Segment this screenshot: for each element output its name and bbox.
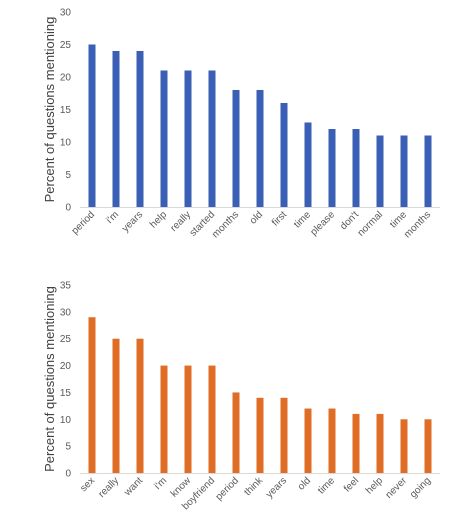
x-tick-label: old (296, 475, 313, 492)
x-tick-label: sex (78, 475, 97, 494)
y-axis-title: Percent of questions mentioning (42, 17, 57, 203)
bar-help (160, 70, 168, 207)
y-tick-label: 0 (65, 469, 71, 480)
y-tick-label: 20 (60, 73, 72, 84)
bar-never (400, 419, 408, 473)
x-tick-label: years (120, 209, 145, 234)
x-tick-label: i'm (105, 209, 122, 226)
x-tick-label: period (70, 209, 97, 236)
bar-really (112, 338, 120, 473)
x-tick-label: feel (342, 475, 361, 494)
bar-old (256, 90, 264, 207)
x-tick-label: years (264, 475, 289, 500)
bar-time (328, 408, 336, 473)
x-tick-label: time (316, 475, 337, 496)
y-tick-label: 30 (60, 8, 72, 19)
x-tick-label: never (384, 475, 410, 501)
x-tick-label: help (148, 209, 169, 230)
y-tick-label: 5 (65, 170, 71, 181)
bar-months (232, 90, 240, 207)
x-tick-label: i'm (153, 475, 170, 492)
y-tick-label: 20 (60, 361, 72, 372)
bar-im (160, 365, 168, 473)
bar-going (424, 419, 432, 473)
bar-old (304, 408, 312, 473)
bar-first (280, 103, 288, 207)
bar-help (376, 413, 384, 473)
bar-started (208, 70, 216, 207)
x-tick-label: think (242, 475, 265, 498)
x-tick-label: period (214, 475, 241, 502)
y-tick-label: 15 (60, 388, 72, 399)
y-tick-label: 5 (65, 442, 71, 453)
x-tick-label: really (96, 475, 121, 500)
bar-please (328, 129, 336, 207)
x-tick-label: normal (356, 209, 385, 238)
y-axis-title: Percent of questions mentioning (42, 286, 57, 472)
bar-months (424, 135, 432, 207)
x-tick-label: please (309, 209, 338, 238)
x-tick-label: help (364, 475, 385, 496)
bar-years (280, 397, 288, 473)
bar-want (136, 338, 144, 473)
y-tick-label: 25 (60, 334, 72, 345)
x-tick-label: old (248, 209, 265, 226)
bar-think (256, 397, 264, 473)
bar-time (400, 135, 408, 207)
x-tick-label: months (402, 209, 433, 240)
bar-normal (376, 135, 384, 207)
bar-years (136, 51, 144, 207)
x-tick-label: first (270, 209, 289, 228)
y-tick-label: 35 (60, 281, 72, 292)
y-tick-label: 15 (60, 105, 72, 116)
bar-really (184, 70, 192, 207)
bar-period (88, 44, 96, 207)
y-tick-label: 0 (65, 203, 71, 214)
x-tick-label: want (122, 475, 146, 499)
y-tick-label: 25 (60, 40, 72, 51)
bar-know (184, 365, 192, 473)
x-tick-label: going (408, 475, 433, 500)
bar-im (112, 51, 120, 207)
bar-dont (352, 129, 360, 207)
y-tick-label: 10 (60, 138, 72, 149)
bar-time (304, 122, 312, 207)
bar-boyfriend (208, 365, 216, 473)
bar-sex (88, 317, 96, 473)
x-tick-label: months (210, 209, 241, 240)
y-tick-label: 30 (60, 307, 72, 318)
bar-feel (352, 413, 360, 473)
bar-period (232, 392, 240, 473)
y-tick-label: 10 (60, 415, 72, 426)
